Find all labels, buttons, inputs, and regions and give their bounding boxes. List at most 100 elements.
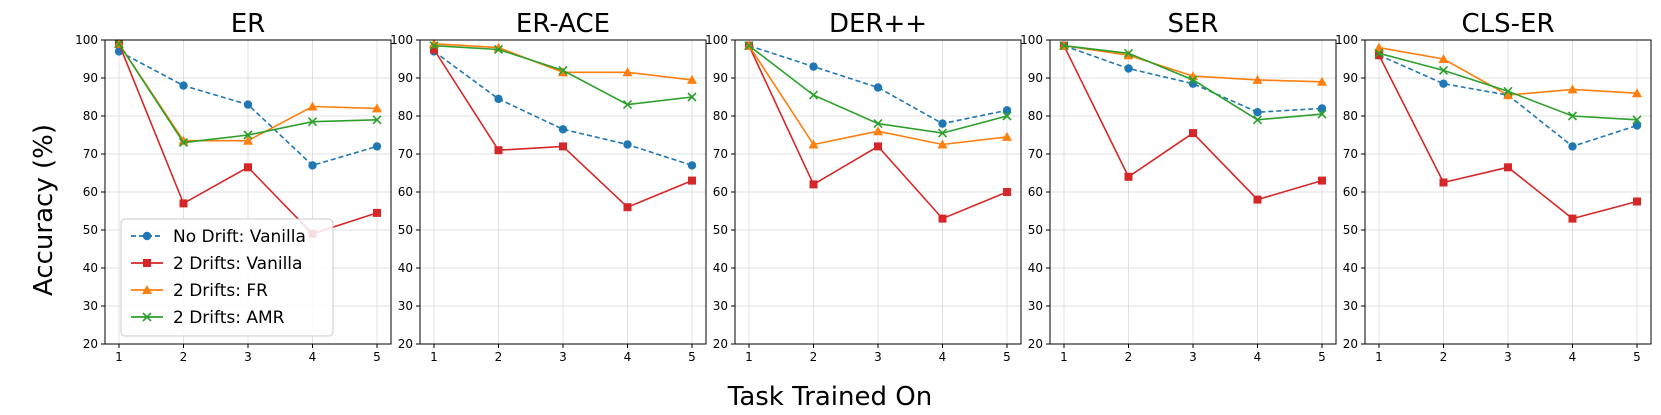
y-tick-label: 50 [83, 223, 98, 237]
legend: No Drift: Vanilla 2 Drifts: Vanilla 2 Drif… [120, 218, 334, 337]
data-point-2-drifts-amr [744, 41, 754, 51]
data-point-no-drift-vanilla [1632, 121, 1642, 130]
y-tick-label: 100 [390, 33, 413, 47]
panel-title: CLS-ER [1461, 9, 1554, 39]
x-tick-label: 3 [1189, 350, 1197, 364]
x-tick-label: 1 [115, 350, 123, 364]
x-tick-label: 3 [244, 350, 252, 364]
legend-marker-2-drifts-vanilla [143, 259, 151, 267]
y-tick-label: 100 [705, 33, 728, 47]
y-tick-label: 40 [398, 261, 413, 275]
data-point-2-drifts-amr [1123, 48, 1134, 58]
y-tick-label: 70 [1343, 147, 1358, 161]
legend-label-2-drifts-amr: 2 Drifts: AMR [173, 308, 285, 328]
x-tick-label: 2 [180, 350, 188, 364]
data-point-2-drifts-fr [1632, 88, 1642, 98]
legend-marker-2-drifts-fr [142, 285, 152, 294]
x-tick-label: 2 [495, 350, 503, 364]
plot-frame [734, 39, 1022, 345]
data-point-2-drifts-amr [808, 90, 819, 100]
x-tick-label: 1 [1375, 350, 1383, 364]
data-point-no-drift-vanilla [243, 100, 253, 109]
y-tick-label: 30 [398, 299, 413, 313]
data-point-2-drifts-amr [937, 128, 948, 138]
data-point-2-drifts-vanilla [809, 180, 818, 189]
y-tick-label: 50 [1343, 223, 1358, 237]
y-tick-label: 60 [1343, 185, 1358, 199]
data-point-2-drifts-fr [372, 103, 382, 113]
y-tick-label: 20 [398, 337, 413, 351]
legend-marker-2-drifts-amr [142, 312, 152, 322]
x-tick-label: 3 [559, 350, 567, 364]
data-point-2-drifts-fr [1374, 42, 1384, 52]
y-tick-label: 100 [75, 33, 98, 47]
data-point-2-drifts-vanilla [179, 199, 188, 208]
data-point-2-drifts-amr [1438, 65, 1449, 75]
data-point-2-drifts-fr [873, 126, 883, 136]
panel-ser: 20 30 40 50 60 70 80 90 100 1 2 3 4 5 SER [1020, 9, 1337, 364]
y-tick-label: 40 [713, 261, 728, 275]
data-point-no-drift-vanilla [1568, 142, 1577, 151]
panels: 20 30 40 50 60 70 80 90 100 1 2 3 4 5 ER 20 30 40 50 60 70 80… [75, 9, 1652, 364]
x-tick-label: 1 [1060, 350, 1068, 364]
y-tick-label: 90 [713, 71, 728, 85]
data-point-no-drift-vanilla [494, 94, 503, 104]
y-tick-label: 60 [398, 185, 413, 199]
data-point-no-drift-vanilla [687, 161, 697, 170]
data-point-2-drifts-vanilla [1375, 51, 1383, 60]
panel-title: DER++ [829, 9, 927, 39]
data-point-2-drifts-vanilla [688, 176, 696, 185]
x-tick-label: 5 [1003, 350, 1011, 364]
data-point-no-drift-vanilla [179, 81, 188, 90]
x-tick-label: 3 [874, 350, 882, 364]
data-point-no-drift-vanilla [1317, 104, 1327, 113]
data-point-no-drift-vanilla [372, 142, 382, 151]
data-point-2-drifts-amr [1252, 115, 1263, 125]
data-point-2-drifts-amr [178, 138, 189, 148]
data-point-2-drifts-amr [243, 130, 253, 140]
x-tick-label: 4 [1569, 350, 1577, 364]
data-point-2-drifts-vanilla [1124, 172, 1133, 181]
y-tick-label: 30 [713, 299, 728, 313]
panel-cls-er: 20 30 40 50 60 70 80 90 100 1 2 3 4 5 CLS-ER [1335, 9, 1652, 364]
data-point-no-drift-vanilla [938, 119, 947, 128]
y-tick-label: 100 [1335, 33, 1358, 47]
data-point-2-drifts-fr [808, 139, 819, 149]
x-tick-label: 3 [1504, 350, 1512, 364]
x-tick-label: 4 [309, 350, 317, 364]
data-point-2-drifts-vanilla [1568, 214, 1577, 223]
y-tick-label: 70 [398, 147, 413, 161]
data-point-no-drift-vanilla [873, 83, 883, 92]
legend-label-no-drift-vanilla: No Drift: Vanilla [173, 227, 306, 247]
data-point-2-drifts-vanilla [1318, 176, 1326, 185]
plot-frame [1364, 39, 1652, 345]
y-tick-label: 50 [398, 223, 413, 237]
panel-title: ER-ACE [516, 9, 610, 39]
data-point-no-drift-vanilla [623, 140, 632, 149]
data-point-2-drifts-amr [1567, 111, 1578, 121]
y-tick-label: 70 [1028, 147, 1043, 161]
data-point-2-drifts-amr [1188, 75, 1198, 85]
data-point-2-drifts-vanilla [1439, 178, 1448, 187]
x-tick-label: 5 [1318, 350, 1326, 364]
y-axis-label: Accuracy (%) [29, 124, 59, 296]
y-tick-label: 60 [1028, 185, 1043, 199]
legend-label-2-drifts-fr: 2 Drifts: FR [173, 281, 268, 301]
data-point-2-drifts-amr [873, 119, 883, 129]
y-tick-label: 80 [1028, 109, 1043, 123]
y-tick-label: 80 [83, 109, 98, 123]
data-point-2-drifts-fr [307, 101, 318, 111]
y-tick-label: 30 [1028, 299, 1043, 313]
legend-label-2-drifts-vanilla: 2 Drifts: Vanilla [173, 254, 302, 274]
data-point-2-drifts-fr [1123, 50, 1134, 60]
data-point-no-drift-vanilla [809, 62, 818, 71]
series-line-no-drift-vanilla [433, 50, 693, 167]
y-tick-label: 30 [83, 299, 98, 313]
y-tick-label: 90 [398, 71, 413, 85]
data-point-2-drifts-vanilla [623, 203, 632, 212]
data-point-2-drifts-vanilla [938, 214, 947, 223]
y-tick-label: 40 [83, 261, 98, 275]
legend-box [120, 218, 334, 337]
data-point-2-drifts-amr [1632, 115, 1642, 125]
